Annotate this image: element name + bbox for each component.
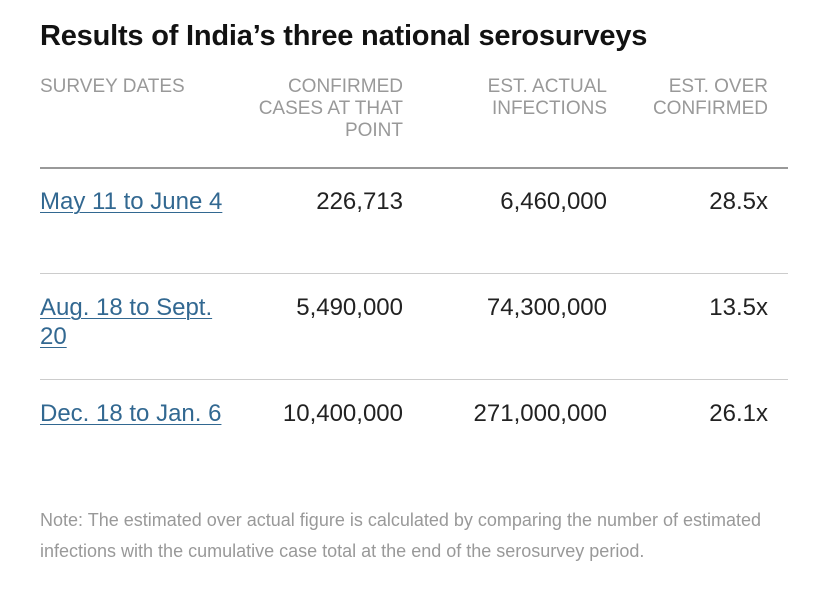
est-actual-infections-value: 271,000,000 (473, 400, 607, 427)
est-over-confirmed-value: 28.5x (709, 188, 768, 215)
table-row: Dec. 18 to Jan. 6 10,400,000 271,000,000… (40, 381, 788, 487)
header-confirmed-cases: CONFIRMED CASES AT THAT POINT (258, 76, 403, 141)
header-est-over-confirmed: EST. OVER CONFIRMED (652, 76, 768, 119)
confirmed-cases-value: 226,713 (316, 188, 403, 215)
table-title: Results of India’s three national serosu… (40, 20, 648, 52)
est-actual-infections-value: 6,460,000 (500, 188, 607, 215)
table-note: Note: The estimated over actual figure i… (40, 510, 762, 561)
row-divider (40, 273, 788, 274)
row-divider (40, 379, 788, 380)
header-est-actual-infections: EST. ACTUAL INFECTIONS (487, 76, 607, 119)
survey-date-link[interactable]: Dec. 18 to Jan. 6 (40, 400, 222, 427)
table-row: May 11 to June 4 226,713 6,460,000 28.5x (40, 169, 788, 275)
header-survey-dates: SURVEY DATES (40, 76, 185, 97)
est-actual-infections-value: 74,300,000 (486, 294, 607, 321)
table-header: SURVEY DATES CONFIRMED CASES AT THAT POI… (40, 76, 788, 156)
confirmed-cases-value: 5,490,000 (296, 294, 403, 321)
header-divider (40, 167, 788, 169)
survey-date-link[interactable]: May 11 to June 4 (40, 188, 223, 215)
est-over-confirmed-value: 13.5x (709, 294, 768, 321)
survey-date-link[interactable]: Aug. 18 to Sept. 20 (40, 294, 213, 350)
confirmed-cases-value: 10,400,000 (282, 400, 403, 427)
est-over-confirmed-value: 26.1x (709, 400, 768, 427)
table-row: Aug. 18 to Sept. 20 5,490,000 74,300,000… (40, 275, 788, 381)
